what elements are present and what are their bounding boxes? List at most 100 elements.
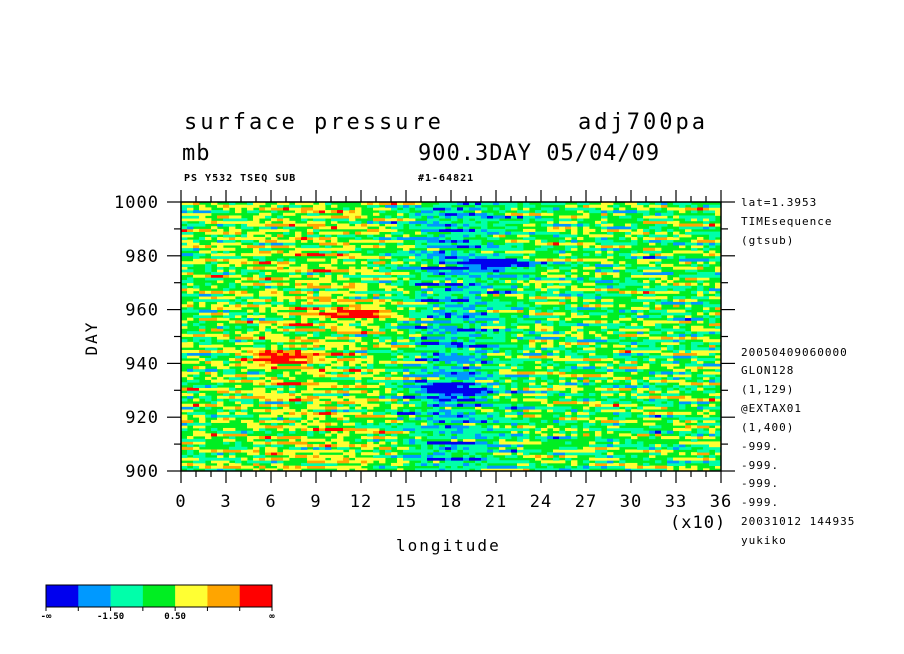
- heatmap-cell: [607, 465, 626, 469]
- heatmap-cell: [445, 425, 452, 429]
- heatmap-cell: [487, 427, 494, 432]
- heatmap-cell: [619, 419, 638, 423]
- heatmap-cell: [229, 376, 242, 380]
- heatmap-cell: [295, 202, 314, 206]
- heatmap-cell: [637, 387, 650, 391]
- heatmap-cell: [529, 341, 536, 345]
- heatmap-cell: [709, 398, 716, 402]
- heatmap-cell: [229, 452, 236, 456]
- heatmap-cell: [649, 336, 662, 340]
- heatmap-cell: [619, 341, 632, 345]
- heatmap-cell: [535, 309, 542, 313]
- heatmap-cell: [337, 347, 344, 351]
- heatmap-cell: [481, 366, 512, 370]
- heatmap-cell: [205, 339, 212, 343]
- heatmap-cell: [403, 368, 410, 372]
- heatmap-cell: [463, 296, 470, 300]
- heatmap-cell: [565, 341, 572, 345]
- heatmap-cell: [241, 290, 248, 294]
- heatmap-cell: [469, 228, 476, 232]
- heatmap-cell: [661, 202, 668, 206]
- heatmap-cell: [595, 263, 614, 267]
- heatmap-cell: [463, 438, 476, 442]
- heatmap-cell: [697, 261, 704, 265]
- heatmap-cell: [313, 301, 332, 305]
- heatmap-cell: [337, 250, 350, 254]
- heatmap-cell: [289, 376, 296, 380]
- heatmap-cell: [637, 406, 644, 410]
- heatmap-cell: [217, 366, 230, 370]
- heatmap-cell: [685, 366, 698, 370]
- heatmap-cell: [559, 323, 578, 327]
- heatmap-cell: [553, 433, 566, 437]
- heatmap-cell: [325, 253, 338, 257]
- heatmap-cell: [373, 465, 380, 469]
- heatmap-cell: [493, 358, 500, 362]
- heatmap-cell: [505, 409, 512, 413]
- heatmap-cell: [577, 293, 584, 297]
- heatmap-cell: [235, 392, 242, 397]
- heatmap-cell: [475, 460, 482, 464]
- heatmap-cell: [337, 331, 362, 335]
- heatmap-cell: [475, 374, 488, 378]
- heatmap-cell: [433, 250, 440, 254]
- heatmap-cell: [349, 339, 356, 343]
- heatmap-cell: [301, 446, 308, 450]
- heatmap-cell: [619, 314, 626, 319]
- heatmap-cell: [421, 288, 434, 292]
- heatmap-cell: [463, 280, 476, 284]
- heatmap-cell: [193, 460, 206, 464]
- heatmap-cell: [361, 355, 368, 359]
- heatmap-cell: [403, 204, 410, 208]
- heatmap-cell: [649, 379, 662, 383]
- heatmap-cell: [457, 250, 464, 254]
- heatmap-cell: [649, 263, 656, 267]
- heatmap-cell: [367, 441, 374, 445]
- heatmap-cell: [469, 223, 488, 227]
- heatmap-cell: [427, 290, 434, 294]
- heatmap-cell: [349, 368, 362, 372]
- heatmap-cell: [631, 274, 668, 278]
- heatmap-cell: [457, 360, 476, 364]
- heatmap-cell: [469, 371, 476, 375]
- x-tick-label: 15: [395, 492, 417, 512]
- heatmap-cell: [379, 422, 386, 426]
- heatmap-cell: [403, 395, 416, 399]
- heatmap-cell: [565, 204, 578, 208]
- heatmap-cell: [421, 452, 428, 456]
- heatmap-cell: [217, 449, 224, 453]
- heatmap-cell: [601, 218, 608, 222]
- heatmap-cell: [487, 344, 500, 348]
- heatmap-cell: [553, 358, 584, 362]
- heatmap-cell: [247, 331, 260, 335]
- heatmap-cell: [397, 460, 410, 464]
- heatmap-cell: [553, 452, 566, 456]
- heatmap-cell: [409, 306, 416, 310]
- heatmap-cell: [463, 462, 470, 467]
- heatmap-cell: [547, 228, 566, 232]
- heatmap-cell: [607, 231, 614, 235]
- heatmap-cell: [295, 422, 302, 426]
- heatmap-cell: [283, 347, 290, 351]
- heatmap-cell: [571, 417, 578, 421]
- heatmap-cell: [433, 444, 440, 448]
- heatmap-cell: [319, 395, 338, 399]
- heatmap-cell: [181, 293, 200, 297]
- heatmap-cell: [397, 387, 404, 391]
- heatmap-cell: [181, 417, 188, 421]
- heatmap-cell: [199, 309, 218, 313]
- heatmap-cell: [379, 253, 386, 257]
- heatmap-cell: [511, 366, 518, 370]
- heatmap-cell: [433, 371, 452, 375]
- heatmap-cell: [331, 438, 344, 442]
- heatmap-cell: [703, 366, 722, 370]
- heatmap-cell: [469, 212, 476, 216]
- heatmap-cell: [295, 339, 302, 343]
- heatmap-cell: [463, 304, 470, 308]
- heatmap-cell: [265, 468, 278, 472]
- heatmap-cell: [181, 349, 200, 354]
- heatmap-cell: [715, 210, 722, 214]
- heatmap-cell: [607, 438, 614, 442]
- heatmap-cell: [427, 245, 458, 249]
